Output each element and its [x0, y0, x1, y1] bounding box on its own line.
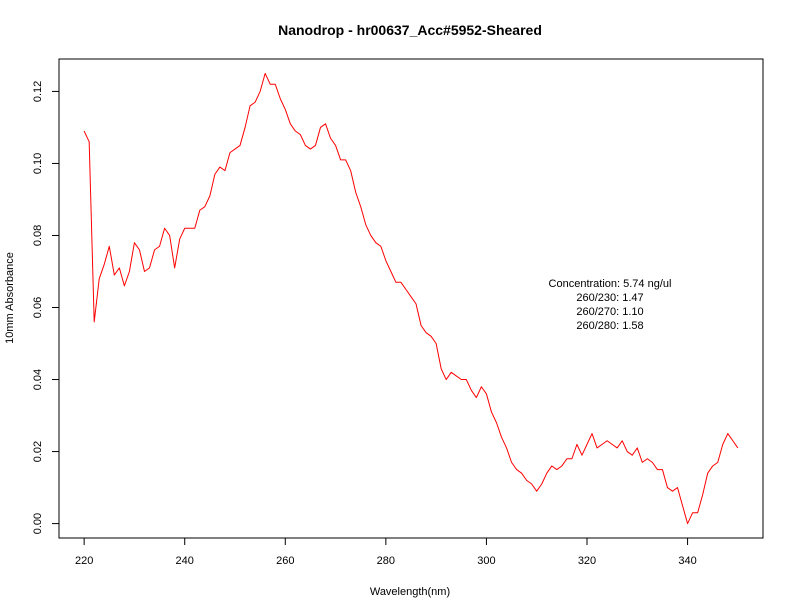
absorbance-series-line — [83, 72, 739, 525]
y-axis-label: 10mm Absorbance — [4, 252, 16, 344]
series-layer — [83, 72, 739, 525]
annotation-line: Concentration: 5.74 ng/ul — [549, 278, 672, 290]
x-tick-label: 320 — [578, 555, 596, 567]
annotation-line: 260/270: 1.10 — [576, 306, 643, 318]
x-tick-label: 280 — [377, 555, 395, 567]
y-tick-label: 0.12 — [32, 81, 44, 102]
plot-frame — [58, 58, 764, 539]
x-axis-label: Wavelength(nm) — [370, 586, 450, 598]
y-tick-label: 0.08 — [32, 225, 44, 246]
y-tick-label: 0.06 — [32, 297, 44, 318]
annotation-line: 260/230: 1.47 — [576, 292, 643, 304]
y-tick-label: 0.00 — [32, 513, 44, 534]
x-tick-label: 300 — [477, 555, 495, 567]
x-tick-label: 260 — [276, 555, 294, 567]
chart-title: Nanodrop - hr00637_Acc#5952-Sheared — [278, 22, 542, 38]
stats-annotation: Concentration: 5.74 ng/ul 260/230: 1.47 26… — [549, 278, 672, 332]
y-tick-label: 0.10 — [32, 153, 44, 174]
x-tick-label: 220 — [75, 555, 93, 567]
x-tick-label: 240 — [176, 555, 194, 567]
y-tick-label: 0.02 — [32, 441, 44, 462]
y-tick-label: 0.04 — [32, 369, 44, 390]
y-axis: 0.00 0.02 0.04 0.06 0.08 0.10 0.12 — [32, 81, 59, 534]
x-axis: 220 240 260 280 300 320 340 — [75, 538, 697, 567]
annotation-line: 260/280: 1.58 — [576, 320, 643, 332]
x-tick-label: 340 — [678, 555, 696, 567]
